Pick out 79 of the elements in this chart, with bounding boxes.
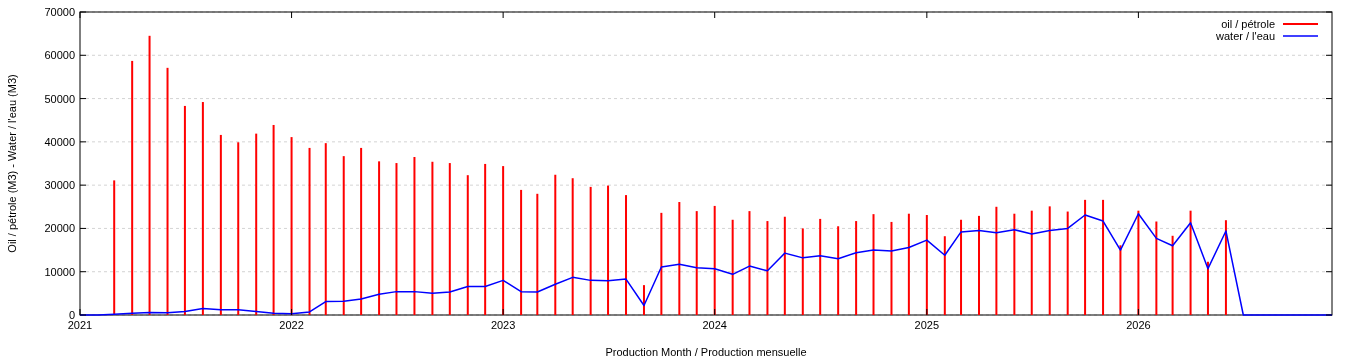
bar — [219, 134, 222, 315]
x-tick-label: 2024 — [702, 319, 727, 331]
legend-label: water / l'eau — [1215, 30, 1275, 42]
y-tick-label: 0 — [68, 309, 75, 321]
bar — [766, 221, 769, 315]
legend-label: oil / pétrole — [1221, 18, 1275, 30]
bar — [589, 186, 592, 315]
bar — [431, 161, 434, 315]
bar — [660, 212, 663, 315]
bar — [713, 205, 716, 315]
bar — [148, 35, 151, 315]
bar — [1030, 210, 1033, 315]
x-tick-label: 2025 — [914, 319, 940, 331]
y-tick-label: 20000 — [44, 222, 75, 235]
bar — [201, 102, 204, 315]
y-tick-label: 60000 — [44, 49, 75, 62]
x-tick-label: 2026 — [1126, 319, 1151, 331]
y-axis-title: Oil / pétrole (M3) - Water / l'eau (M3) — [6, 74, 18, 253]
y-tick-label: 40000 — [44, 135, 75, 148]
bar — [890, 221, 893, 315]
bar — [1171, 235, 1174, 315]
x-axis-title: Production Month / Production mensuelle — [605, 346, 807, 358]
y-tick-label: 30000 — [44, 179, 75, 192]
bar — [237, 142, 240, 315]
bar — [554, 174, 557, 315]
y-tick-label: 70000 — [44, 6, 75, 18]
bar — [183, 105, 186, 315]
bar — [943, 236, 946, 315]
bar — [872, 214, 875, 315]
bar — [1119, 245, 1122, 315]
bar — [113, 180, 116, 315]
bar — [1224, 220, 1227, 315]
x-tick-label: 2021 — [67, 319, 93, 331]
bar — [960, 219, 963, 315]
bar — [625, 195, 628, 315]
bar — [819, 218, 822, 315]
bar — [907, 213, 910, 315]
bar — [466, 175, 469, 315]
bar — [678, 202, 681, 315]
bar — [378, 161, 381, 315]
bar — [731, 219, 734, 315]
bar — [978, 215, 981, 315]
bar — [131, 60, 134, 315]
bar — [520, 189, 523, 315]
y-tick-label: 10000 — [44, 265, 75, 278]
bar — [1066, 211, 1069, 315]
bar — [1155, 221, 1158, 315]
bar — [484, 163, 487, 315]
bar — [166, 67, 169, 315]
bar — [695, 211, 698, 315]
bar — [1102, 199, 1105, 315]
bar — [272, 124, 275, 315]
bar — [536, 193, 539, 315]
x-tick-label: 2023 — [490, 319, 516, 331]
bar — [607, 185, 610, 315]
bar — [1084, 199, 1087, 315]
bar — [360, 147, 363, 315]
bar — [925, 215, 928, 315]
bar — [1206, 261, 1209, 315]
y-tick-label: 50000 — [44, 92, 75, 105]
bar — [783, 216, 786, 315]
bar — [801, 228, 804, 315]
bar — [342, 156, 345, 315]
bar — [1137, 210, 1140, 315]
bar — [837, 226, 840, 315]
bar — [308, 147, 311, 315]
bar — [395, 163, 398, 315]
bar — [1189, 210, 1192, 315]
bar — [1048, 206, 1051, 315]
bar — [855, 221, 858, 315]
bar — [290, 137, 293, 315]
bar — [413, 157, 416, 315]
bar — [571, 178, 574, 315]
bar — [748, 211, 751, 315]
bar — [448, 163, 451, 315]
bar — [324, 143, 327, 315]
x-tick-label: 2022 — [279, 319, 304, 331]
bar — [1013, 213, 1016, 315]
bar — [995, 206, 998, 315]
